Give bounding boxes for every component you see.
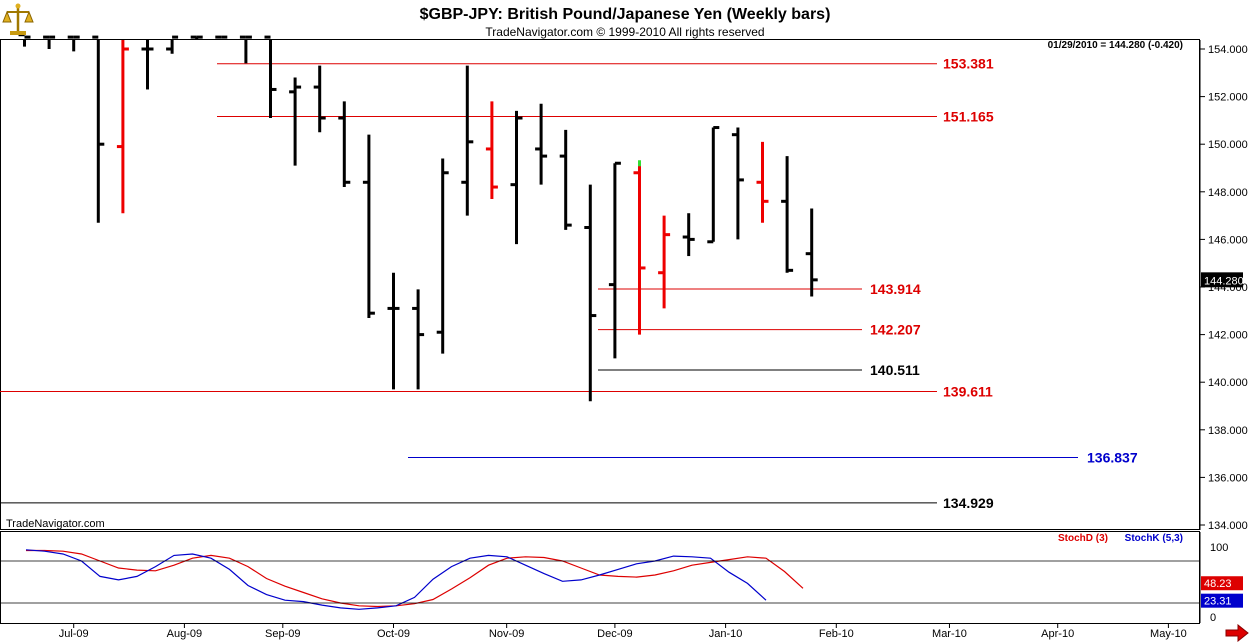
price-panel-frame (0, 39, 1200, 530)
stoch-d-value-box (1201, 576, 1243, 591)
price-tick-label: 148.000 (1208, 187, 1248, 199)
level-lines: 153.381 151.165 143.914 142.207 140.511 139.6… (0, 56, 1138, 511)
stoch-d-legend: StochD (3) (1058, 533, 1108, 544)
price-quote: 01/29/2010 = 144.280 (-0.420) (1048, 40, 1183, 51)
last-price-box (1201, 272, 1243, 288)
price-tick-label: 134.000 (1208, 520, 1248, 532)
last-price-label: 144.280 (1204, 275, 1244, 287)
time-tick-label: Nov-09 (489, 628, 524, 640)
price-tick-label: 152.000 (1208, 92, 1248, 104)
price-tick-label: 140.000 (1208, 377, 1248, 389)
time-tick-label: Oct-09 (377, 628, 410, 640)
watermark-text: TradeNavigator.com (6, 518, 105, 530)
stoch-panel-frame (0, 531, 1200, 624)
time-tick-label: Jul-09 (59, 628, 89, 640)
time-tick-label: Mar-10 (932, 628, 967, 640)
copyright-text: TradeNavigator.com © 1999-2010 All right… (485, 25, 764, 39)
level-label: 142.207 (870, 322, 921, 338)
price-tick-label: 136.000 (1208, 472, 1248, 484)
time-axis: Jul-09 Aug-09 Sep-09 Oct-09 Nov-09 Dec-09 Jan-… (59, 624, 1187, 640)
stochastic-axis: 100 0 48.23 23.31 (0, 532, 1243, 624)
time-tick-label: Feb-10 (819, 628, 854, 640)
stoch-k-legend: StochK (5,3) (1125, 533, 1183, 544)
stoch-k-value: 23.31 (1204, 596, 1232, 608)
level-label: 153.381 (943, 56, 994, 72)
time-tick-label: Aug-09 (167, 628, 202, 640)
stoch-d-value: 48.23 (1204, 578, 1232, 590)
level-label: 139.611 (943, 383, 993, 399)
time-tick-label: Apr-10 (1041, 628, 1074, 640)
stoch-tick-label: 100 (1210, 542, 1228, 554)
price-tick-label: 150.000 (1208, 139, 1248, 151)
price-tick-label: 154.000 (1208, 44, 1248, 56)
stoch-k-value-box (1201, 593, 1243, 608)
price-bars (18, 33, 818, 402)
time-tick-label: Sep-09 (265, 628, 300, 640)
level-label: 140.511 (870, 362, 920, 378)
price-tick-label: 146.000 (1208, 234, 1248, 246)
time-tick-label: Dec-09 (597, 628, 632, 640)
stoch-k-line (25, 549, 767, 610)
time-tick-label: May-10 (1150, 628, 1187, 640)
time-tick-label: Jan-10 (709, 628, 743, 640)
price-tick-label: 138.000 (1208, 425, 1248, 437)
level-label: 151.165 (943, 108, 994, 124)
right-arrow-icon[interactable] (1224, 624, 1250, 642)
level-label: 136.837 (1087, 449, 1138, 465)
level-label: 134.929 (943, 495, 994, 511)
scale-logo-icon (2, 3, 34, 35)
price-tick-label: 142.000 (1208, 330, 1248, 342)
stochastic-lines (25, 549, 804, 610)
price-axis: 154.000152.000150.000148.000146.000144.0… (1199, 40, 1248, 532)
level-label: 143.914 (870, 281, 921, 297)
stoch-d-line (26, 549, 804, 608)
chart-title: $GBP-JPY: British Pound/Japanese Yen (We… (420, 6, 831, 23)
stoch-tick-label: 0 (1210, 612, 1216, 624)
